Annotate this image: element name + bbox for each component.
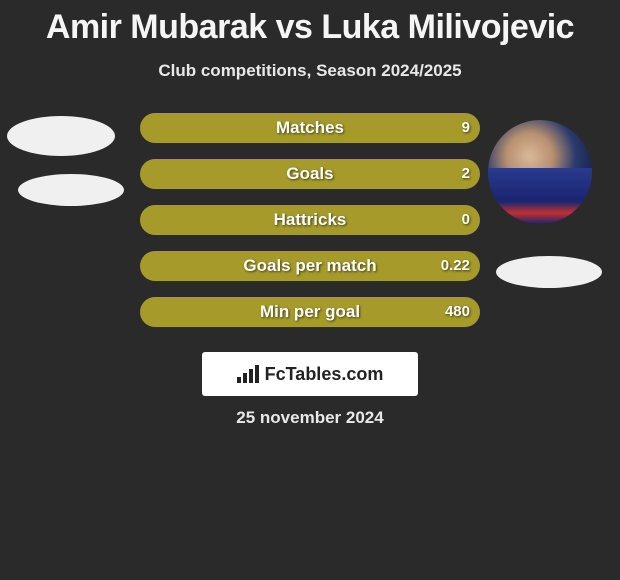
stat-value-right: 9: [462, 113, 470, 143]
brand-text: FcTables.com: [265, 364, 384, 385]
brand-badge[interactable]: FcTables.com: [202, 352, 418, 396]
stat-label: Min per goal: [0, 297, 620, 327]
stat-label: Matches: [0, 113, 620, 143]
stats-chart: Matches 9 Goals 2 Hattricks 0 Goals per …: [0, 113, 620, 327]
stat-row-min-per-goal: Min per goal 480: [0, 297, 620, 327]
stat-label: Hattricks: [0, 205, 620, 235]
stat-row-goals-per-match: Goals per match 0.22: [0, 251, 620, 281]
page-title: Amir Mubarak vs Luka Milivojevic: [0, 0, 620, 47]
comparison-card: Amir Mubarak vs Luka Milivojevic Club co…: [0, 0, 620, 580]
stat-label: Goals: [0, 159, 620, 189]
stat-label: Goals per match: [0, 251, 620, 281]
stat-value-right: 2: [462, 159, 470, 189]
stat-value-right: 0.22: [441, 251, 470, 281]
date-label: 25 november 2024: [0, 408, 620, 428]
stat-value-right: 0: [462, 205, 470, 235]
subtitle: Club competitions, Season 2024/2025: [0, 61, 620, 81]
stat-row-hattricks: Hattricks 0: [0, 205, 620, 235]
stat-row-matches: Matches 9: [0, 113, 620, 143]
stat-value-right: 480: [445, 297, 470, 327]
stat-row-goals: Goals 2: [0, 159, 620, 189]
brand-bars-icon: [237, 365, 259, 383]
